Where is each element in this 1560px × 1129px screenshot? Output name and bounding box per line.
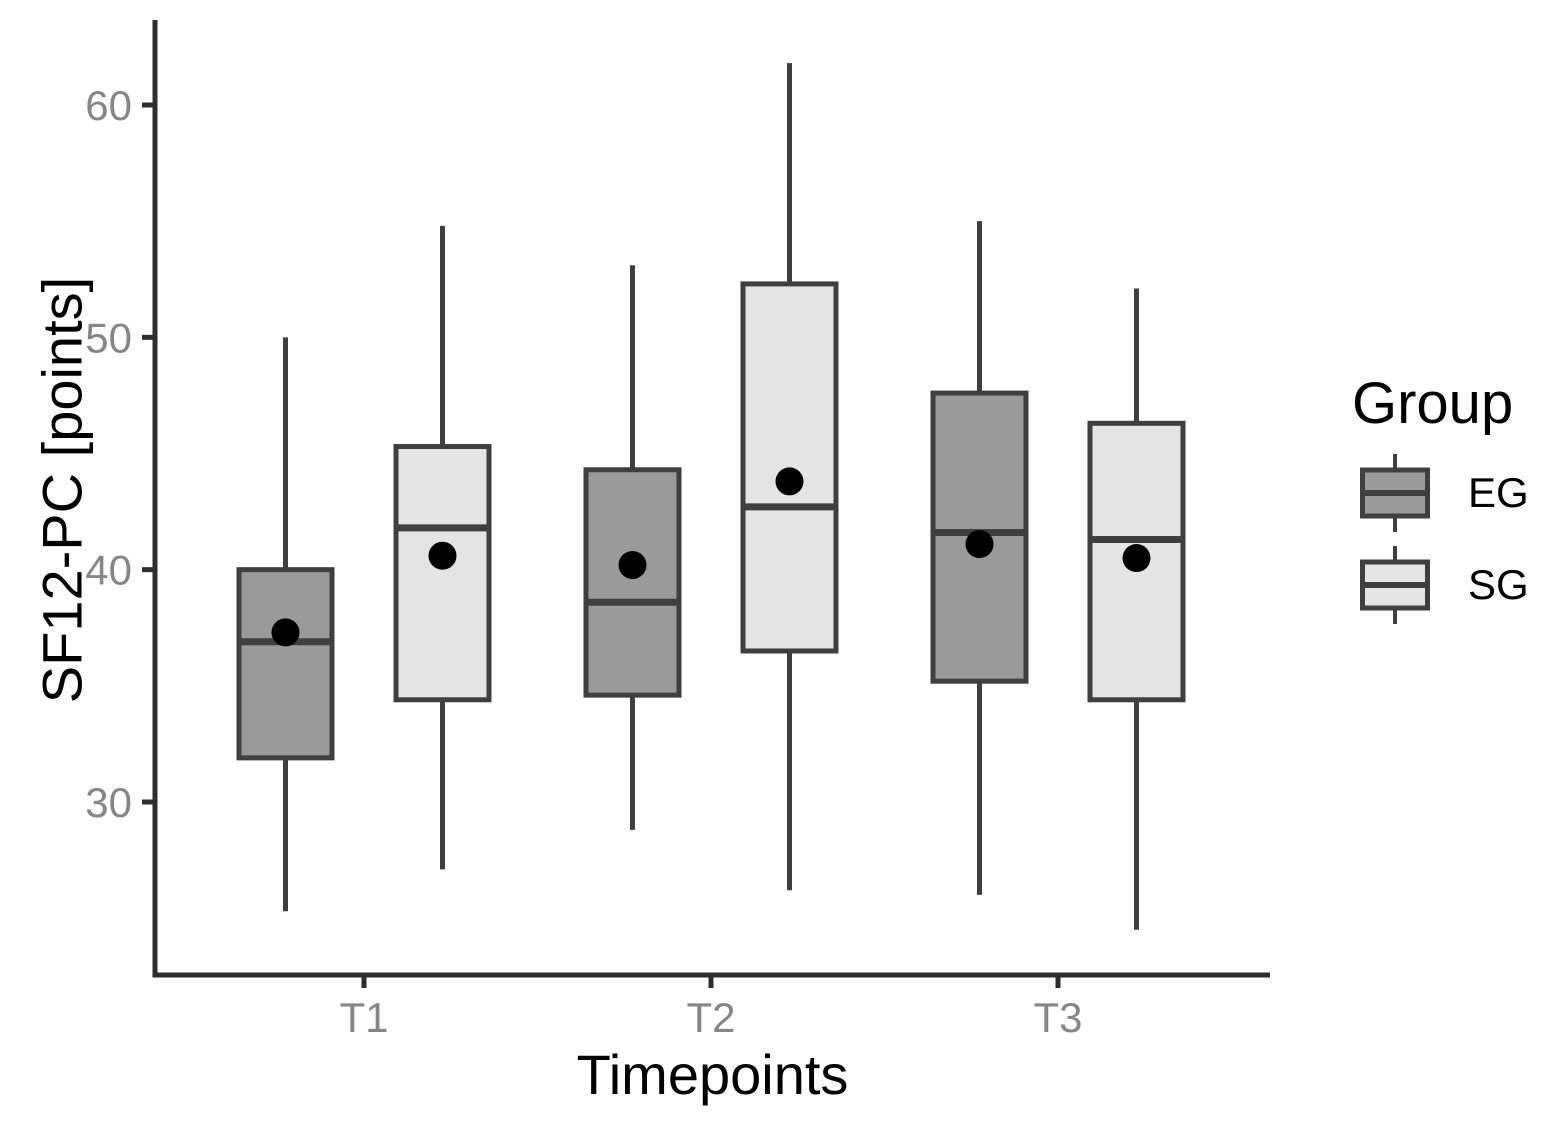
- y-tick-label-60: 60: [85, 82, 132, 129]
- box-SG-T1: [393, 444, 492, 703]
- box-EG-T1: [236, 567, 335, 761]
- mean-dot-SG-T2: [775, 467, 804, 496]
- legend-key-boxplot-icon-EG: [1360, 453, 1430, 532]
- mean-dot-EG-T3: [965, 530, 994, 559]
- legend-label-SG: SG: [1468, 560, 1529, 608]
- legend-entry-SG: SG: [1360, 545, 1529, 624]
- y-axis-title-text: SF12-PC [points]: [30, 276, 94, 704]
- legend-label-EG: EG: [1468, 468, 1529, 516]
- y-tick-label-40: 40: [85, 547, 132, 594]
- x-tick-label-T1: T1: [339, 994, 388, 1041]
- legend-entries: EG SG: [1360, 453, 1529, 624]
- x-tick-label-T2: T2: [686, 994, 735, 1041]
- mean-dot-EG-T1: [271, 618, 300, 647]
- x-tick-label-T3: T3: [1033, 994, 1082, 1041]
- legend-key-boxplot-icon-SG: [1360, 545, 1430, 624]
- y-tick-label-30: 30: [85, 779, 132, 826]
- mean-dot-SG-T3: [1122, 544, 1151, 573]
- mean-dot-SG-T1: [428, 541, 457, 570]
- legend-title: Group: [1352, 371, 1514, 436]
- legend-entry-EG: EG: [1360, 453, 1529, 532]
- mean-dot-EG-T2: [618, 551, 647, 580]
- box-EG-T2: [583, 467, 682, 698]
- y-tick-label-50: 50: [85, 314, 132, 361]
- legend: Group EG SG: [1352, 372, 1529, 624]
- x-axis-title: Timepoints: [576, 1043, 849, 1106]
